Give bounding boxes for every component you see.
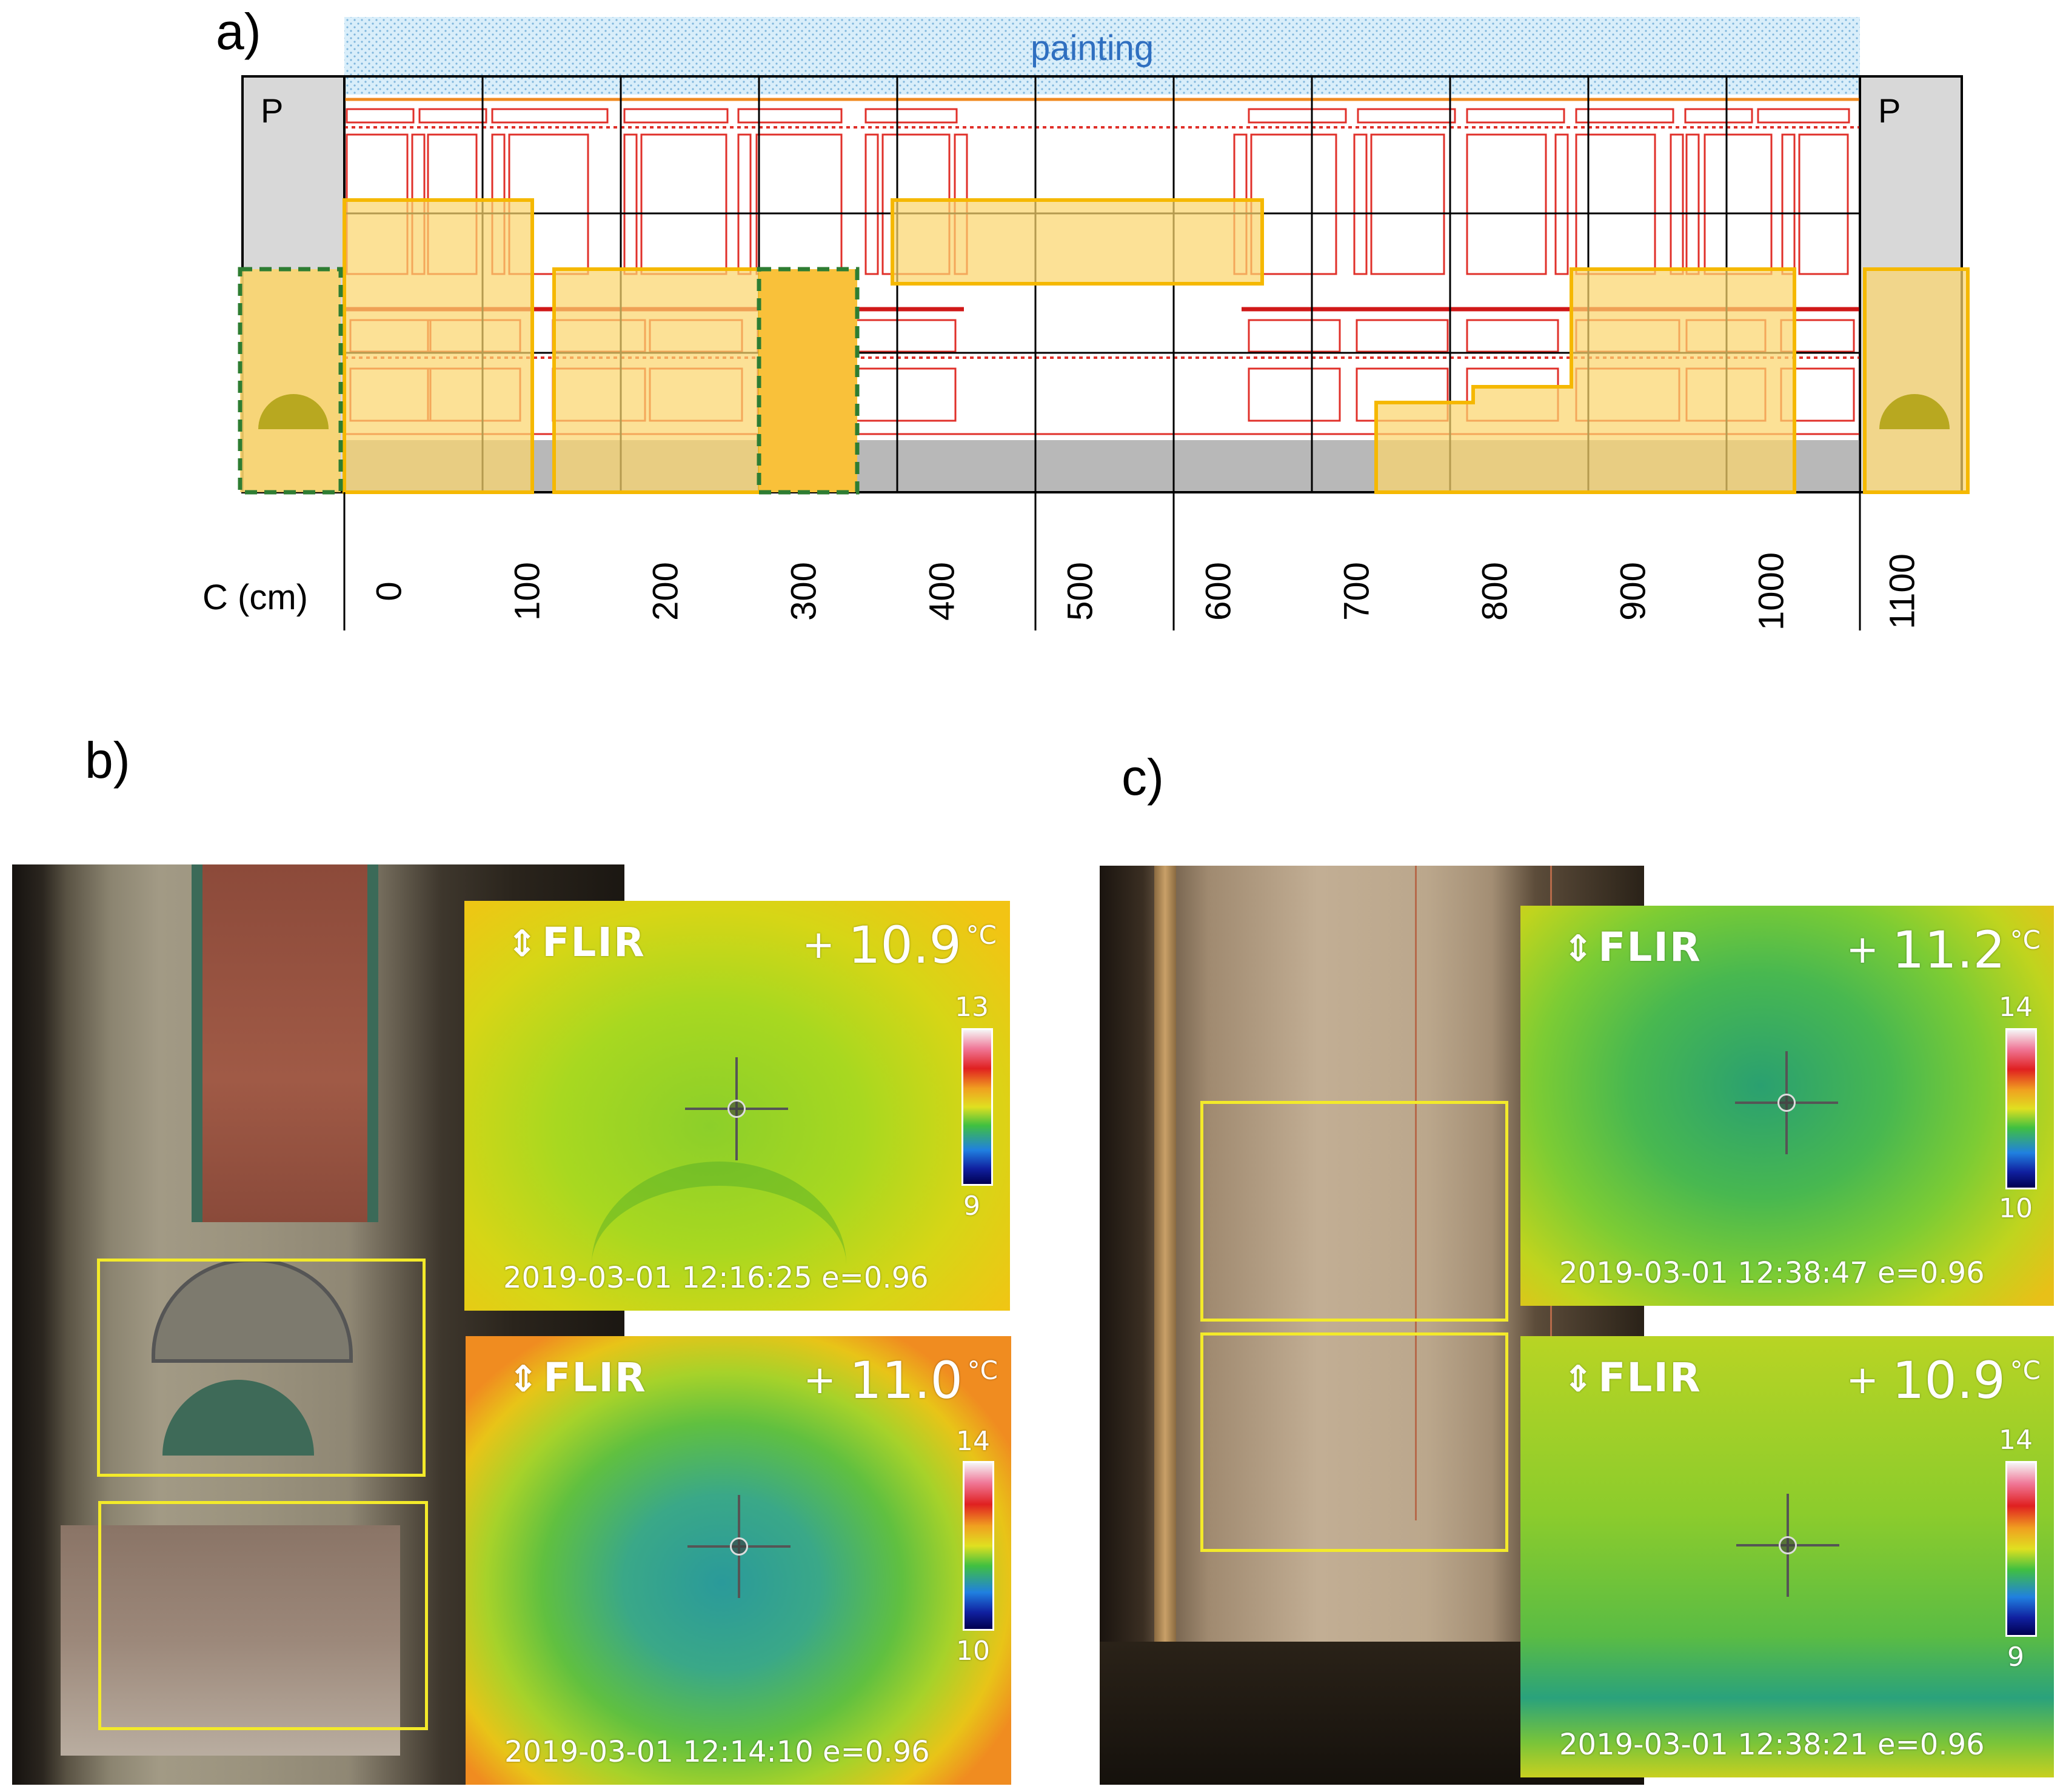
- axis-tick-2: 200: [646, 562, 686, 621]
- axis-tick-1: 100: [507, 562, 547, 621]
- photo-b-box-bottom: [98, 1501, 428, 1730]
- thermal-b-top: ⇕FLIR +10.9 °C 13 9 2019-03-01 12:16:25 e…: [464, 901, 1010, 1311]
- thermal-c-top-logo: ⇕FLIR: [1563, 924, 1702, 971]
- axis-tick-4: 400: [922, 562, 962, 621]
- thermal-c-bottom: ⇕FLIR +10.9 °C 14 9 2019-03-01 12:38:21 e…: [1520, 1336, 2054, 1777]
- axis-tick-6: 600: [1199, 562, 1239, 621]
- wall-diagram: [238, 17, 1970, 630]
- thermal-b-bottom-logo: ⇕FLIR: [508, 1354, 647, 1401]
- thermal-b-top-unit: °C: [966, 920, 997, 950]
- thermal-b-top-crosshair: [685, 1057, 788, 1160]
- thermal-b-bottom-value: 11.0: [849, 1351, 963, 1410]
- survey-area-left-pillar: [238, 267, 343, 495]
- thermal-c-top-brand: FLIR: [1598, 924, 1702, 971]
- thermal-b-top-value: 10.9: [848, 915, 961, 975]
- highlight-area-right-pillar: [1863, 267, 1970, 494]
- thermal-b-top-logo: ⇕FLIR: [507, 919, 646, 966]
- thermal-b-top-brand: FLIR: [542, 919, 646, 966]
- thermal-c-top-unit: °C: [2010, 925, 2041, 955]
- thermal-b-top-temp: +10.9 °C: [802, 915, 997, 975]
- thermal-c-bottom-value: 10.9: [1891, 1351, 2005, 1410]
- thermal-c-bottom-scale-max: 14: [1999, 1425, 2033, 1456]
- thermal-c-bottom-scale-min: 9: [2007, 1642, 2024, 1673]
- thermal-b-bottom-crosshair: [687, 1495, 791, 1598]
- axis-tick-11: 1100: [1882, 553, 1922, 629]
- axis-tick-3: 300: [784, 562, 824, 621]
- lower-wall: [61, 1525, 400, 1756]
- axis-tick-7: 700: [1337, 562, 1377, 621]
- axis-tick-10: 1000: [1751, 552, 1791, 631]
- thermal-c-bottom-temp: +10.9 °C: [1846, 1351, 2041, 1410]
- thermal-b-bottom-temp: +11.0 °C: [803, 1351, 998, 1410]
- thermal-c-bottom-scale: [2005, 1461, 2037, 1637]
- axis-tick-0: 0: [369, 581, 409, 601]
- niche-right: [1879, 394, 1950, 429]
- pillar-right-label: P: [1878, 92, 1901, 130]
- thermal-b-top-scale-min: 9: [963, 1191, 980, 1222]
- photo-b-box-top: [97, 1259, 426, 1477]
- axis-title: C (cm): [202, 578, 308, 617]
- thermal-c-top-temp: +11.2 °C: [1846, 920, 2041, 980]
- axis-tick-5: 500: [1060, 562, 1100, 621]
- thermal-c-top-scale-min: 10: [1999, 1193, 2033, 1224]
- thermal-c-top-scale-max: 14: [1999, 992, 2033, 1023]
- thermal-b-top-scale: [961, 1028, 993, 1186]
- column-marble: [192, 864, 378, 1222]
- highlight-areas: [343, 198, 1970, 494]
- axis-tick-8: 800: [1475, 562, 1515, 621]
- highlight-area-2: [552, 267, 762, 494]
- photo-c-box-bottom: [1200, 1332, 1508, 1552]
- thermal-b-bottom-scale-max: 14: [956, 1426, 990, 1457]
- niche-left: [258, 394, 329, 429]
- thermal-b-bottom-scale: [963, 1461, 994, 1631]
- panel-b-label: b): [85, 732, 130, 789]
- thermal-c-bottom-timestamp: 2019-03-01 12:38:21 e=0.96: [1559, 1728, 1985, 1762]
- thermal-c-bottom-logo: ⇕FLIR: [1563, 1354, 1702, 1401]
- thermal-b-top-timestamp: 2019-03-01 12:16:25 e=0.96: [503, 1261, 929, 1295]
- thermal-b-bottom-scale-min: 10: [956, 1636, 990, 1667]
- thermal-c-top-value: 11.2: [1891, 920, 2005, 980]
- survey-area-300: [757, 267, 860, 495]
- thermal-c-top-crosshair: [1735, 1051, 1838, 1154]
- thermal-b-bottom-timestamp: 2019-03-01 12:14:10 e=0.96: [504, 1735, 930, 1769]
- scaffold-pole: [1154, 866, 1176, 1785]
- photo-c-box-top: [1200, 1101, 1508, 1322]
- panel-a-label: a): [216, 3, 261, 60]
- thermal-c-bottom-crosshair: [1736, 1494, 1839, 1597]
- axis-tick-9: 900: [1613, 562, 1653, 621]
- highlight-area-4: [1374, 267, 1796, 494]
- thermal-b-bottom-unit: °C: [967, 1356, 998, 1385]
- thermal-b-top-scale-max: 13: [955, 992, 989, 1023]
- thermal-b-bottom-brand: FLIR: [543, 1354, 647, 1401]
- thermal-b-bottom: ⇕FLIR +11.0 °C 14 10 2019-03-01 12:14:10 …: [466, 1336, 1011, 1785]
- thermal-c-bottom-brand: FLIR: [1598, 1354, 1702, 1401]
- panel-c-label: c): [1122, 749, 1164, 806]
- painting-label: painting: [1031, 28, 1154, 68]
- painting-band: [344, 17, 1860, 95]
- highlight-area-1: [343, 198, 534, 494]
- thermal-c-top-timestamp: 2019-03-01 12:38:47 e=0.96: [1559, 1256, 1985, 1290]
- pillar-left-label: P: [261, 92, 284, 130]
- thermal-c-top-scale: [2005, 1028, 2037, 1189]
- highlight-area-3: [891, 198, 1264, 286]
- thermal-c-bottom-unit: °C: [2010, 1356, 2041, 1385]
- thermal-c-top: ⇕FLIR +11.2 °C 14 10 2019-03-01 12:38:47 …: [1520, 906, 2054, 1306]
